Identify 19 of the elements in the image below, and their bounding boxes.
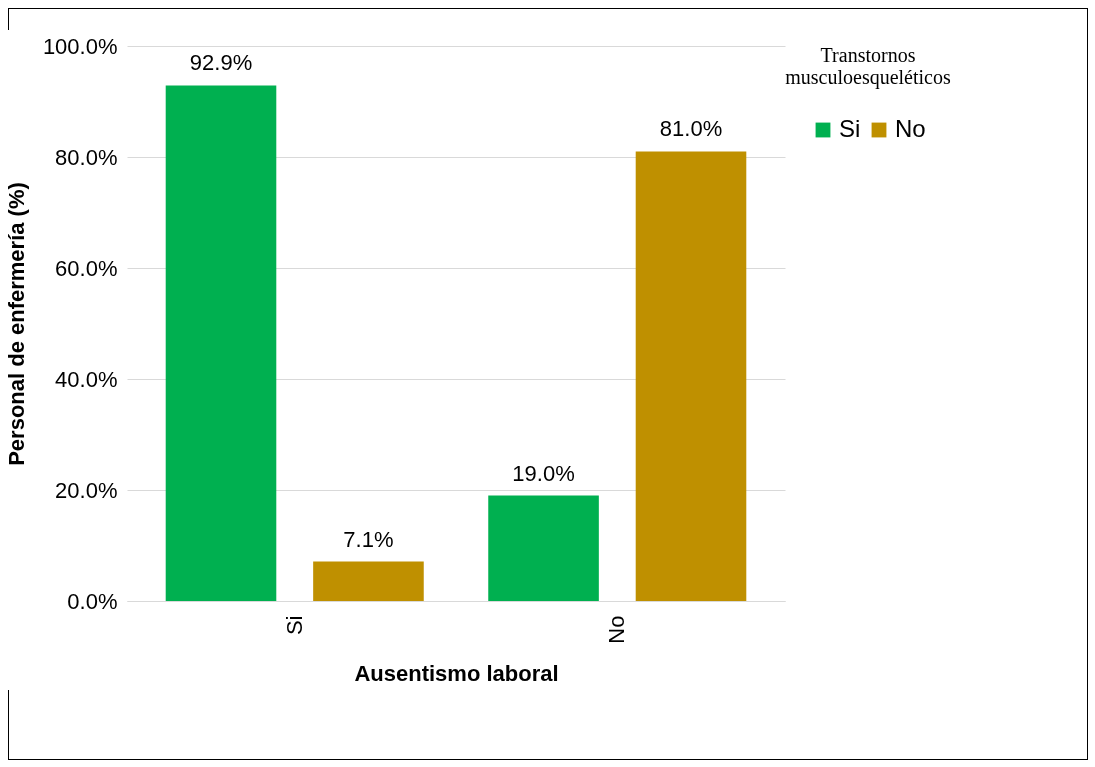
y-tick-label: 80.0% — [55, 144, 118, 170]
y-axis-title: Personal de enfermería (%) — [3, 182, 29, 466]
legend-label: No — [895, 115, 926, 142]
y-tick-label: 60.0% — [55, 255, 118, 281]
y-tick-label: 0.0% — [67, 588, 118, 614]
bar — [313, 561, 424, 601]
x-axis-title: Ausentismo laboral — [354, 660, 559, 686]
bar — [165, 85, 277, 601]
bar — [488, 495, 599, 601]
y-tick-label: 20.0% — [55, 477, 118, 503]
y-tick-label: 100.0% — [42, 33, 118, 59]
legend-title: Transtornos musculoesqueléticos — [785, 44, 951, 89]
data-label: 92.9% — [189, 50, 253, 76]
bar — [635, 151, 747, 601]
data-label: 7.1% — [343, 526, 394, 552]
y-tick-label: 40.0% — [55, 366, 118, 392]
data-label: 19.0% — [512, 460, 575, 486]
legend-label: Si — [839, 115, 861, 142]
data-label: 81.0% — [659, 116, 723, 142]
